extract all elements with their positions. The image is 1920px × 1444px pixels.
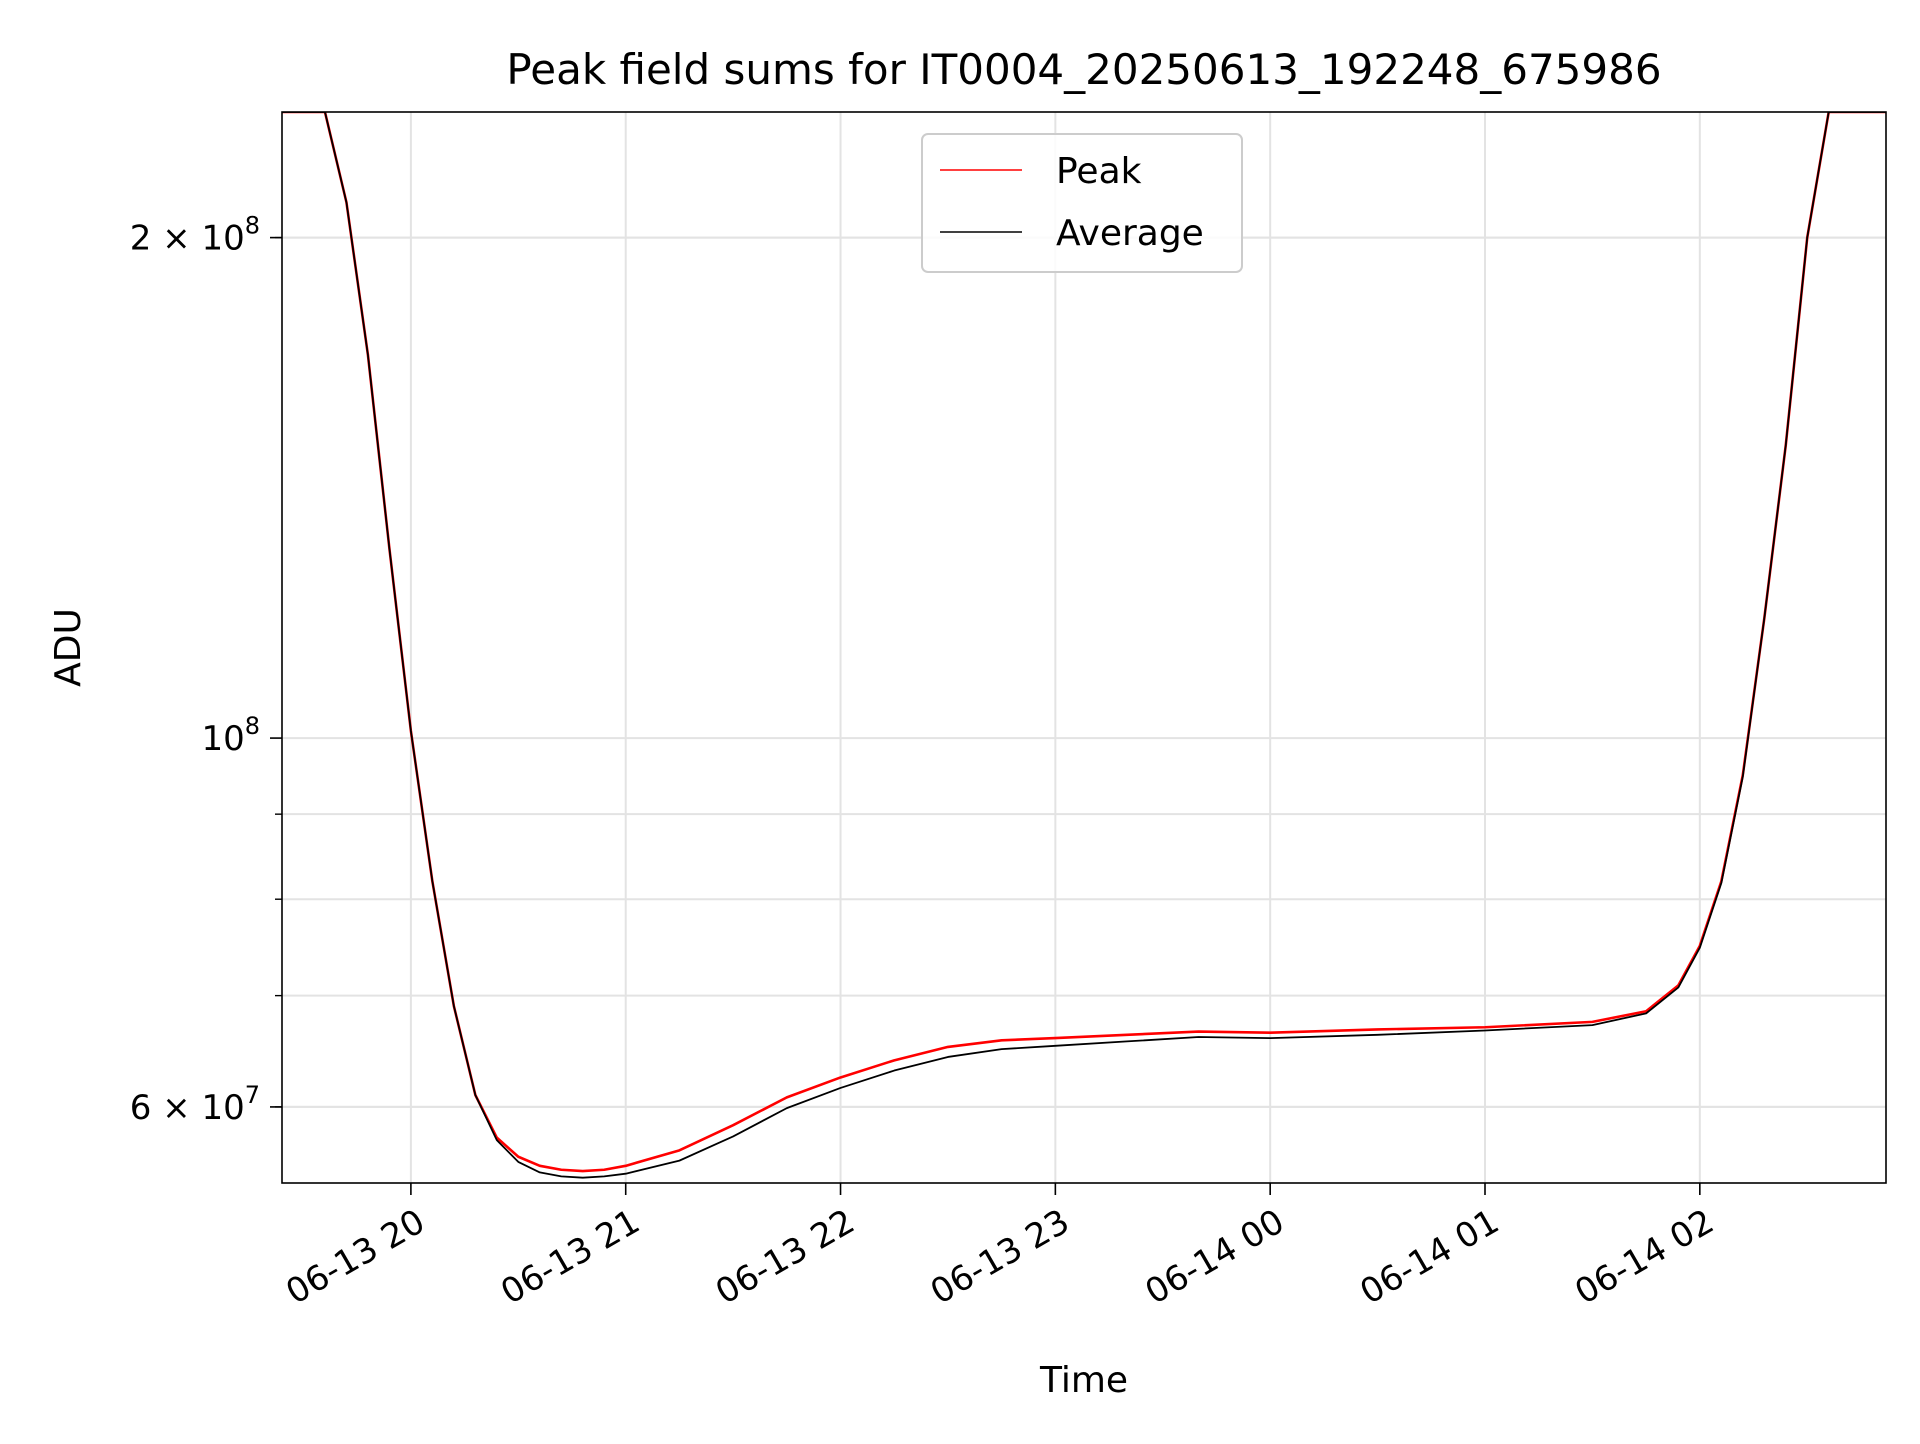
y-tick-label: 108: [201, 712, 260, 759]
y-tick-label: 2 × 108: [130, 212, 260, 259]
y-tick-label-exponent: 8: [245, 712, 260, 740]
x-axis-label: Time: [1039, 1360, 1128, 1401]
y-tick-label-base: 10: [201, 719, 244, 759]
legend-label-peak: Peak: [1056, 151, 1142, 192]
legend-box: [921, 133, 1243, 273]
y-tick-label: 6 × 107: [130, 1081, 260, 1128]
y-tick-label-base: 2 × 10: [130, 219, 245, 259]
y-tick-label-exponent: 8: [245, 212, 260, 240]
y-tick-label-base: 6 × 10: [130, 1088, 245, 1128]
y-tick-label-exponent: 7: [245, 1081, 260, 1109]
plot-frame: [281, 111, 1887, 1184]
chart-title: Peak field sums for IT0004_20250613_1922…: [506, 45, 1661, 94]
y-axis-label: ADU: [48, 608, 89, 687]
legend-label-average: Average: [1056, 213, 1204, 254]
series-layer: [282, 112, 1886, 1179]
legend: Peak Average: [921, 133, 1243, 273]
series-line-average: [282, 112, 1886, 1179]
